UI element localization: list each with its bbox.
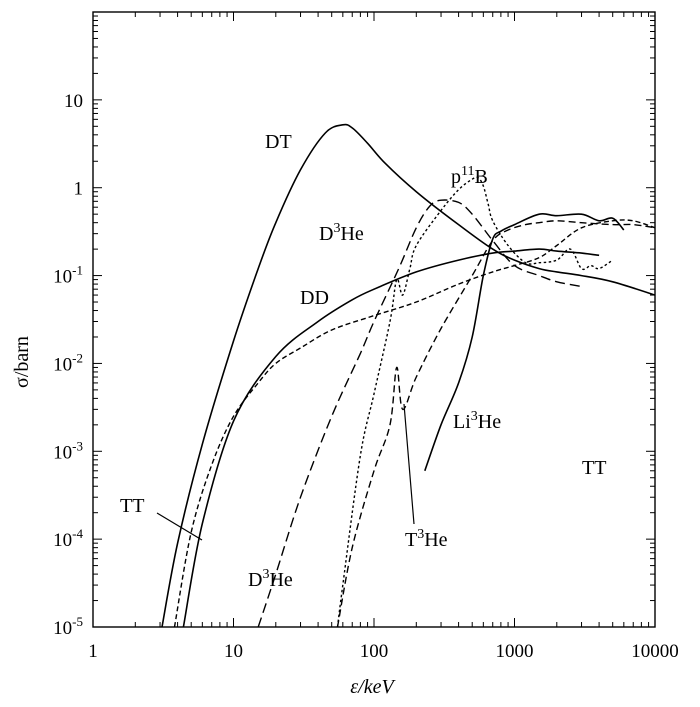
- y-tick-label: 1: [74, 179, 84, 200]
- label-text: T: [405, 529, 417, 551]
- y-tick-label: 10: [64, 91, 83, 112]
- label-text: He: [478, 411, 501, 433]
- label-text: He: [424, 529, 447, 551]
- y-tick-exponent: -1: [72, 263, 83, 278]
- superscript: 3: [333, 221, 340, 236]
- label-text: Li: [453, 411, 471, 433]
- y-tick-exponent: -5: [72, 614, 83, 629]
- series-p11b-line: [336, 176, 614, 627]
- series-dd-line: [182, 248, 600, 627]
- y-tick-exponent: -4: [72, 526, 83, 541]
- label-text: DT: [265, 131, 292, 153]
- curve-label-li3he: Li3He: [453, 409, 501, 433]
- series-dt-line: [161, 123, 655, 627]
- superscript: 3: [262, 567, 269, 582]
- y-tick-base: 10: [53, 618, 72, 639]
- y-tick-base: 1: [74, 179, 84, 200]
- y-tick-exponent: -2: [72, 350, 83, 365]
- curve-label-d3he-upper: D3He: [319, 221, 364, 245]
- y-tick-label: 10-3: [53, 438, 83, 463]
- y-tick-label: 10-2: [53, 350, 83, 375]
- curve-label-dd: DD: [300, 287, 329, 309]
- label-text: TT: [582, 457, 606, 479]
- label-text: D: [319, 223, 333, 245]
- plot-border: [92, 11, 656, 628]
- label-text: TT: [120, 495, 144, 517]
- series-d3he-line: [257, 199, 582, 627]
- y-tick-label: 10-1: [53, 263, 83, 288]
- curve-label-d3he-lower: D3He: [248, 567, 293, 591]
- plot-frame: [92, 11, 656, 628]
- y-axis-label: σ/barn: [11, 336, 33, 388]
- y-tick-base: 10: [53, 442, 72, 463]
- superscript: 11: [461, 164, 474, 179]
- label-text: p: [451, 166, 461, 188]
- label-leader-line: [156, 512, 203, 541]
- label-leader-line: [403, 403, 415, 525]
- x-axis-ticks: 1 10 100 1000 10000: [88, 12, 679, 662]
- superscript: 3: [471, 409, 478, 424]
- series-lines: [161, 123, 655, 627]
- y-tick-base: 10: [53, 267, 72, 288]
- series-t3he-line: [336, 220, 655, 627]
- y-tick-exponent: -3: [72, 438, 83, 453]
- label-text: He: [269, 569, 292, 591]
- x-tick-label: 1000: [496, 641, 534, 662]
- curve-label-tt-left: TT: [120, 495, 144, 517]
- series-li3he-line: [424, 213, 625, 472]
- curve-label-tt-right: TT: [582, 457, 606, 479]
- y-tick-base: 10: [53, 530, 72, 551]
- curve-label-t3he: T3He: [405, 527, 448, 551]
- series-tt-line: [173, 219, 655, 627]
- curve-label-p11b: p11B: [451, 164, 488, 188]
- label-text: B: [474, 166, 487, 188]
- y-tick-label: 10-5: [53, 614, 83, 639]
- x-axis-label: ε/keV: [350, 676, 396, 698]
- label-text: DD: [300, 287, 329, 309]
- label-text: He: [340, 223, 363, 245]
- superscript: 3: [417, 527, 424, 542]
- curve-label-dt: DT: [265, 131, 292, 153]
- x-tick-label: 100: [360, 641, 389, 662]
- y-tick-label: 10-4: [53, 526, 83, 551]
- x-tick-label: 10: [224, 641, 243, 662]
- x-tick-label: 10000: [631, 641, 679, 662]
- x-tick-label: 1: [88, 641, 98, 662]
- label-text: D: [248, 569, 262, 591]
- y-tick-base: 10: [53, 354, 72, 375]
- y-tick-base: 10: [64, 91, 83, 112]
